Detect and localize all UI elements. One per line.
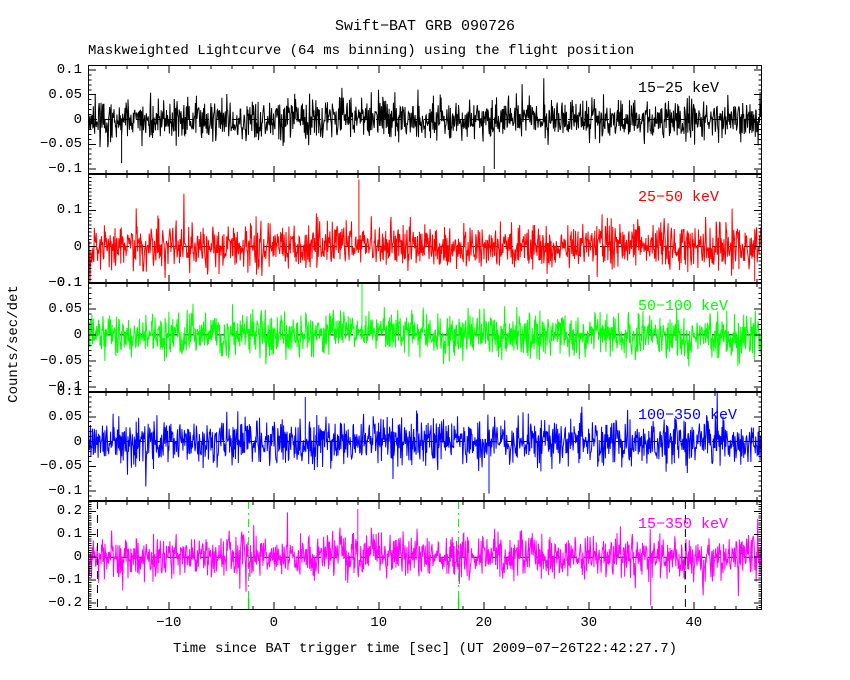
energy-band-label: 25−50 keV: [638, 189, 720, 206]
y-tick-label: 0.1: [56, 526, 82, 543]
axis-ticks: [88, 392, 762, 501]
panel-frame: [88, 283, 762, 392]
panel-frame: [88, 392, 762, 501]
energy-band-label: 15−350 keV: [638, 516, 729, 533]
y-tick-label: 0: [73, 549, 82, 566]
chart-subtitle: Maskweighted Lightcurve (64 ms binning) …: [88, 43, 635, 59]
y-tick-label: 0.2: [56, 503, 82, 520]
panel-frame: [88, 501, 762, 610]
axis-ticks: [88, 65, 762, 174]
x-tick-label: 0: [269, 615, 279, 631]
y-tick-label: 0.1: [56, 202, 82, 219]
energy-band-label: 15−25 keV: [638, 80, 720, 97]
y-tick-label: −0.05: [39, 352, 82, 369]
noise-trace: [88, 509, 762, 606]
y-tick-label: 0: [73, 326, 82, 343]
x-tick-label: 20: [475, 615, 493, 631]
y-tick-label: 0: [73, 433, 82, 450]
y-tick-label: 0.1: [56, 384, 82, 400]
y-tick-label: −0.1: [48, 378, 82, 395]
noise-trace: [88, 78, 762, 169]
plot-area: [88, 65, 762, 610]
x-tick-label: 40: [685, 615, 703, 631]
energy-band-label: 50−100 keV: [638, 298, 729, 315]
axis-ticks: [88, 174, 762, 283]
x-axis-label: Time since BAT trigger time [sec] (UT 20…: [172, 641, 678, 657]
y-tick-label: −0.05: [39, 136, 82, 153]
y-tick-label: −0.1: [48, 483, 82, 500]
y-tick-label: −0.05: [39, 458, 82, 475]
x-tick-label: 30: [580, 615, 598, 631]
lightcurve-panel-0: [88, 65, 762, 174]
lightcurve-panel-2: [88, 283, 762, 392]
axis-ticks: [88, 501, 762, 610]
energy-band-label: 100−350 keV: [638, 407, 738, 424]
y-tick-label: −0.2: [48, 595, 82, 612]
axis-ticks: [88, 283, 762, 392]
lightcurve-panel-3: [88, 392, 762, 501]
noise-trace: [88, 392, 762, 494]
y-tick-label: 0.1: [56, 61, 82, 78]
y-tick-label: −0.1: [48, 161, 82, 178]
y-tick-label: 0.05: [48, 408, 82, 425]
y-tick-label: 0.05: [48, 300, 82, 317]
y-tick-label: −0.1: [48, 275, 82, 291]
y-tick-label: 0: [73, 238, 82, 255]
lightcurve-panel-1: [88, 174, 762, 283]
x-tick-label: 10: [370, 615, 388, 631]
y-tick-label: 0: [73, 111, 82, 128]
chart-title: Swift−BAT GRB 090726: [334, 18, 516, 35]
noise-trace: [88, 283, 762, 367]
y-tick-label: −0.1: [48, 572, 82, 589]
panel-frame: [88, 65, 762, 174]
y-tick-label: 0.1: [56, 275, 82, 291]
x-tick-label: −10: [156, 615, 182, 631]
panel-frame: [88, 174, 762, 283]
lightcurve-panel-4: [88, 501, 762, 610]
noise-trace: [88, 179, 762, 283]
y-axis-label: Counts/sec/det: [6, 285, 22, 403]
y-tick-label: 0.05: [48, 86, 82, 103]
